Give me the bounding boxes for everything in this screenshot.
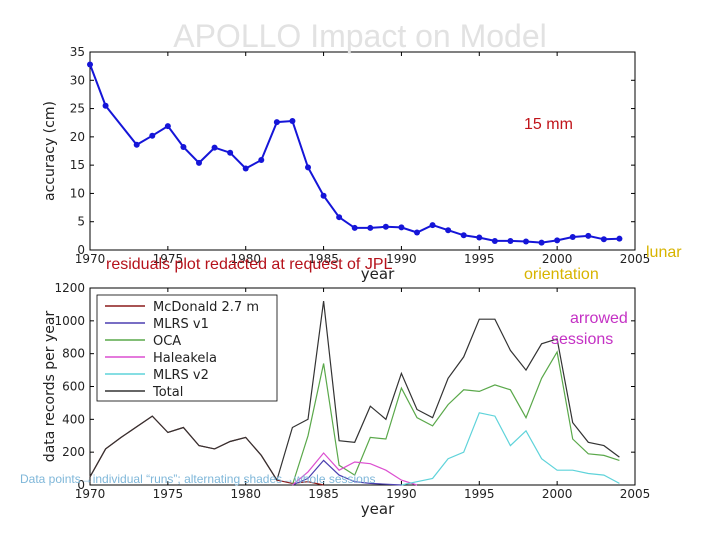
data-point: [87, 61, 93, 68]
data-point: [320, 192, 327, 199]
y-tick-label: 200: [62, 445, 85, 459]
data-point: [445, 227, 452, 234]
sessions-label: sessions: [551, 331, 614, 348]
legend-box: [96, 294, 278, 402]
data-point: [289, 118, 296, 125]
y-tick-label: 800: [62, 347, 85, 361]
data-point: [367, 224, 374, 231]
data-point: [476, 234, 483, 241]
data-point: [382, 223, 389, 230]
data-point: [351, 224, 358, 231]
series-line-accuracy: [89, 64, 620, 244]
data-point: [242, 165, 249, 172]
orientation-label: orientation: [524, 266, 599, 283]
x-tick-label: 2005: [620, 252, 651, 266]
legend-entry: Total: [152, 385, 183, 400]
data-points-note: Data points→individual “runs”; alternati…: [20, 472, 376, 486]
records-x-axis-label: year: [361, 500, 395, 518]
y-tick-label: 30: [70, 73, 85, 87]
x-tick-label: 1990: [386, 252, 417, 266]
y-tick-label: 25: [70, 102, 85, 116]
legend-entry: Haleakela: [153, 351, 217, 366]
legend-entry: OCA: [153, 334, 181, 349]
legend-entry: MLRS v2: [153, 368, 209, 383]
x-tick-label: 1970: [75, 487, 106, 501]
accuracy-note-15mm: 15 mm: [524, 116, 573, 133]
y-tick-label: 0: [77, 243, 85, 257]
data-point: [258, 157, 265, 164]
data-point: [523, 238, 529, 245]
series-line-oca: [291, 350, 620, 486]
data-point: [180, 144, 187, 151]
series-line-total: [89, 301, 620, 482]
accuracy-chart: 1970 1975 1980 1985 1990 1995 2000 2005 0 5 10 15 20…: [42, 45, 650, 283]
data-point: [227, 149, 234, 156]
y-tick-label: 20: [70, 130, 85, 144]
x-tick-label: 1980: [230, 252, 261, 266]
data-point: [164, 123, 171, 130]
x-tick-label: 1995: [464, 487, 495, 501]
x-tick-label: 2005: [620, 487, 651, 501]
series-line-mlrs-v1: [292, 459, 402, 486]
data-point: [196, 159, 202, 166]
legend-entry: MLRS v1: [153, 317, 209, 332]
y-tick-label: 1200: [54, 281, 85, 295]
x-tick-label: 1985: [308, 252, 339, 266]
y-tick-label: 0: [77, 478, 85, 492]
y-tick-label: 1000: [54, 314, 85, 328]
x-tick-label: 1975: [153, 487, 184, 501]
slide-title: APOLLO Impact on Model: [173, 18, 547, 54]
y-tick-label: 5: [77, 215, 85, 229]
data-point: [102, 102, 109, 109]
y-tick-label: 35: [70, 45, 85, 59]
data-point: [585, 232, 592, 239]
data-point: [538, 239, 545, 246]
data-point: [616, 235, 623, 242]
x-tick-label: 1990: [386, 487, 417, 501]
data-point: [460, 232, 467, 239]
data-point: [133, 141, 140, 148]
series-line-mlrs-v2: [401, 412, 620, 486]
data-point: [336, 214, 343, 221]
data-records-chart: 1970 1975 1980 1985 1990 1995 2000 2005 0 200 400 6…: [42, 281, 650, 518]
accuracy-x-axis-label: year: [361, 265, 395, 283]
data-point: [491, 237, 498, 244]
redacted-residuals-note: residuals plot redacted at request of JP…: [106, 256, 393, 273]
y-tick-label: 10: [70, 186, 85, 200]
x-tick-label: 1980: [230, 487, 261, 501]
x-tick-label: 2000: [542, 252, 573, 266]
data-point: [414, 229, 420, 236]
legend-entry: McDonald 2.7 m: [153, 300, 259, 315]
accuracy-plot-frame: [89, 51, 636, 251]
x-tick-label: 1985: [308, 487, 339, 501]
x-tick-label: 1995: [464, 252, 495, 266]
lunar-label: lunar: [646, 244, 682, 261]
data-point: [600, 236, 607, 243]
data-point: [305, 164, 311, 171]
accuracy-y-axis-label: accuracy (cm): [42, 101, 58, 201]
x-tick-label: 2000: [542, 487, 573, 501]
data-point: [429, 222, 436, 229]
data-point: [507, 237, 514, 244]
data-point: [569, 233, 576, 240]
data-point: [273, 119, 280, 126]
x-tick-label: 1970: [75, 252, 106, 266]
data-point: [149, 132, 156, 139]
y-tick-label: 400: [62, 412, 85, 426]
records-y-axis-label: data records per year: [42, 311, 58, 463]
y-tick-label: 600: [62, 380, 85, 394]
data-point: [398, 224, 405, 231]
arrowed-label: arrowed: [570, 310, 628, 327]
y-tick-label: 15: [70, 158, 85, 172]
x-tick-label: 1975: [153, 252, 184, 266]
data-point: [211, 144, 218, 151]
data-point: [554, 237, 561, 244]
series-line-haleakela: [292, 452, 418, 486]
